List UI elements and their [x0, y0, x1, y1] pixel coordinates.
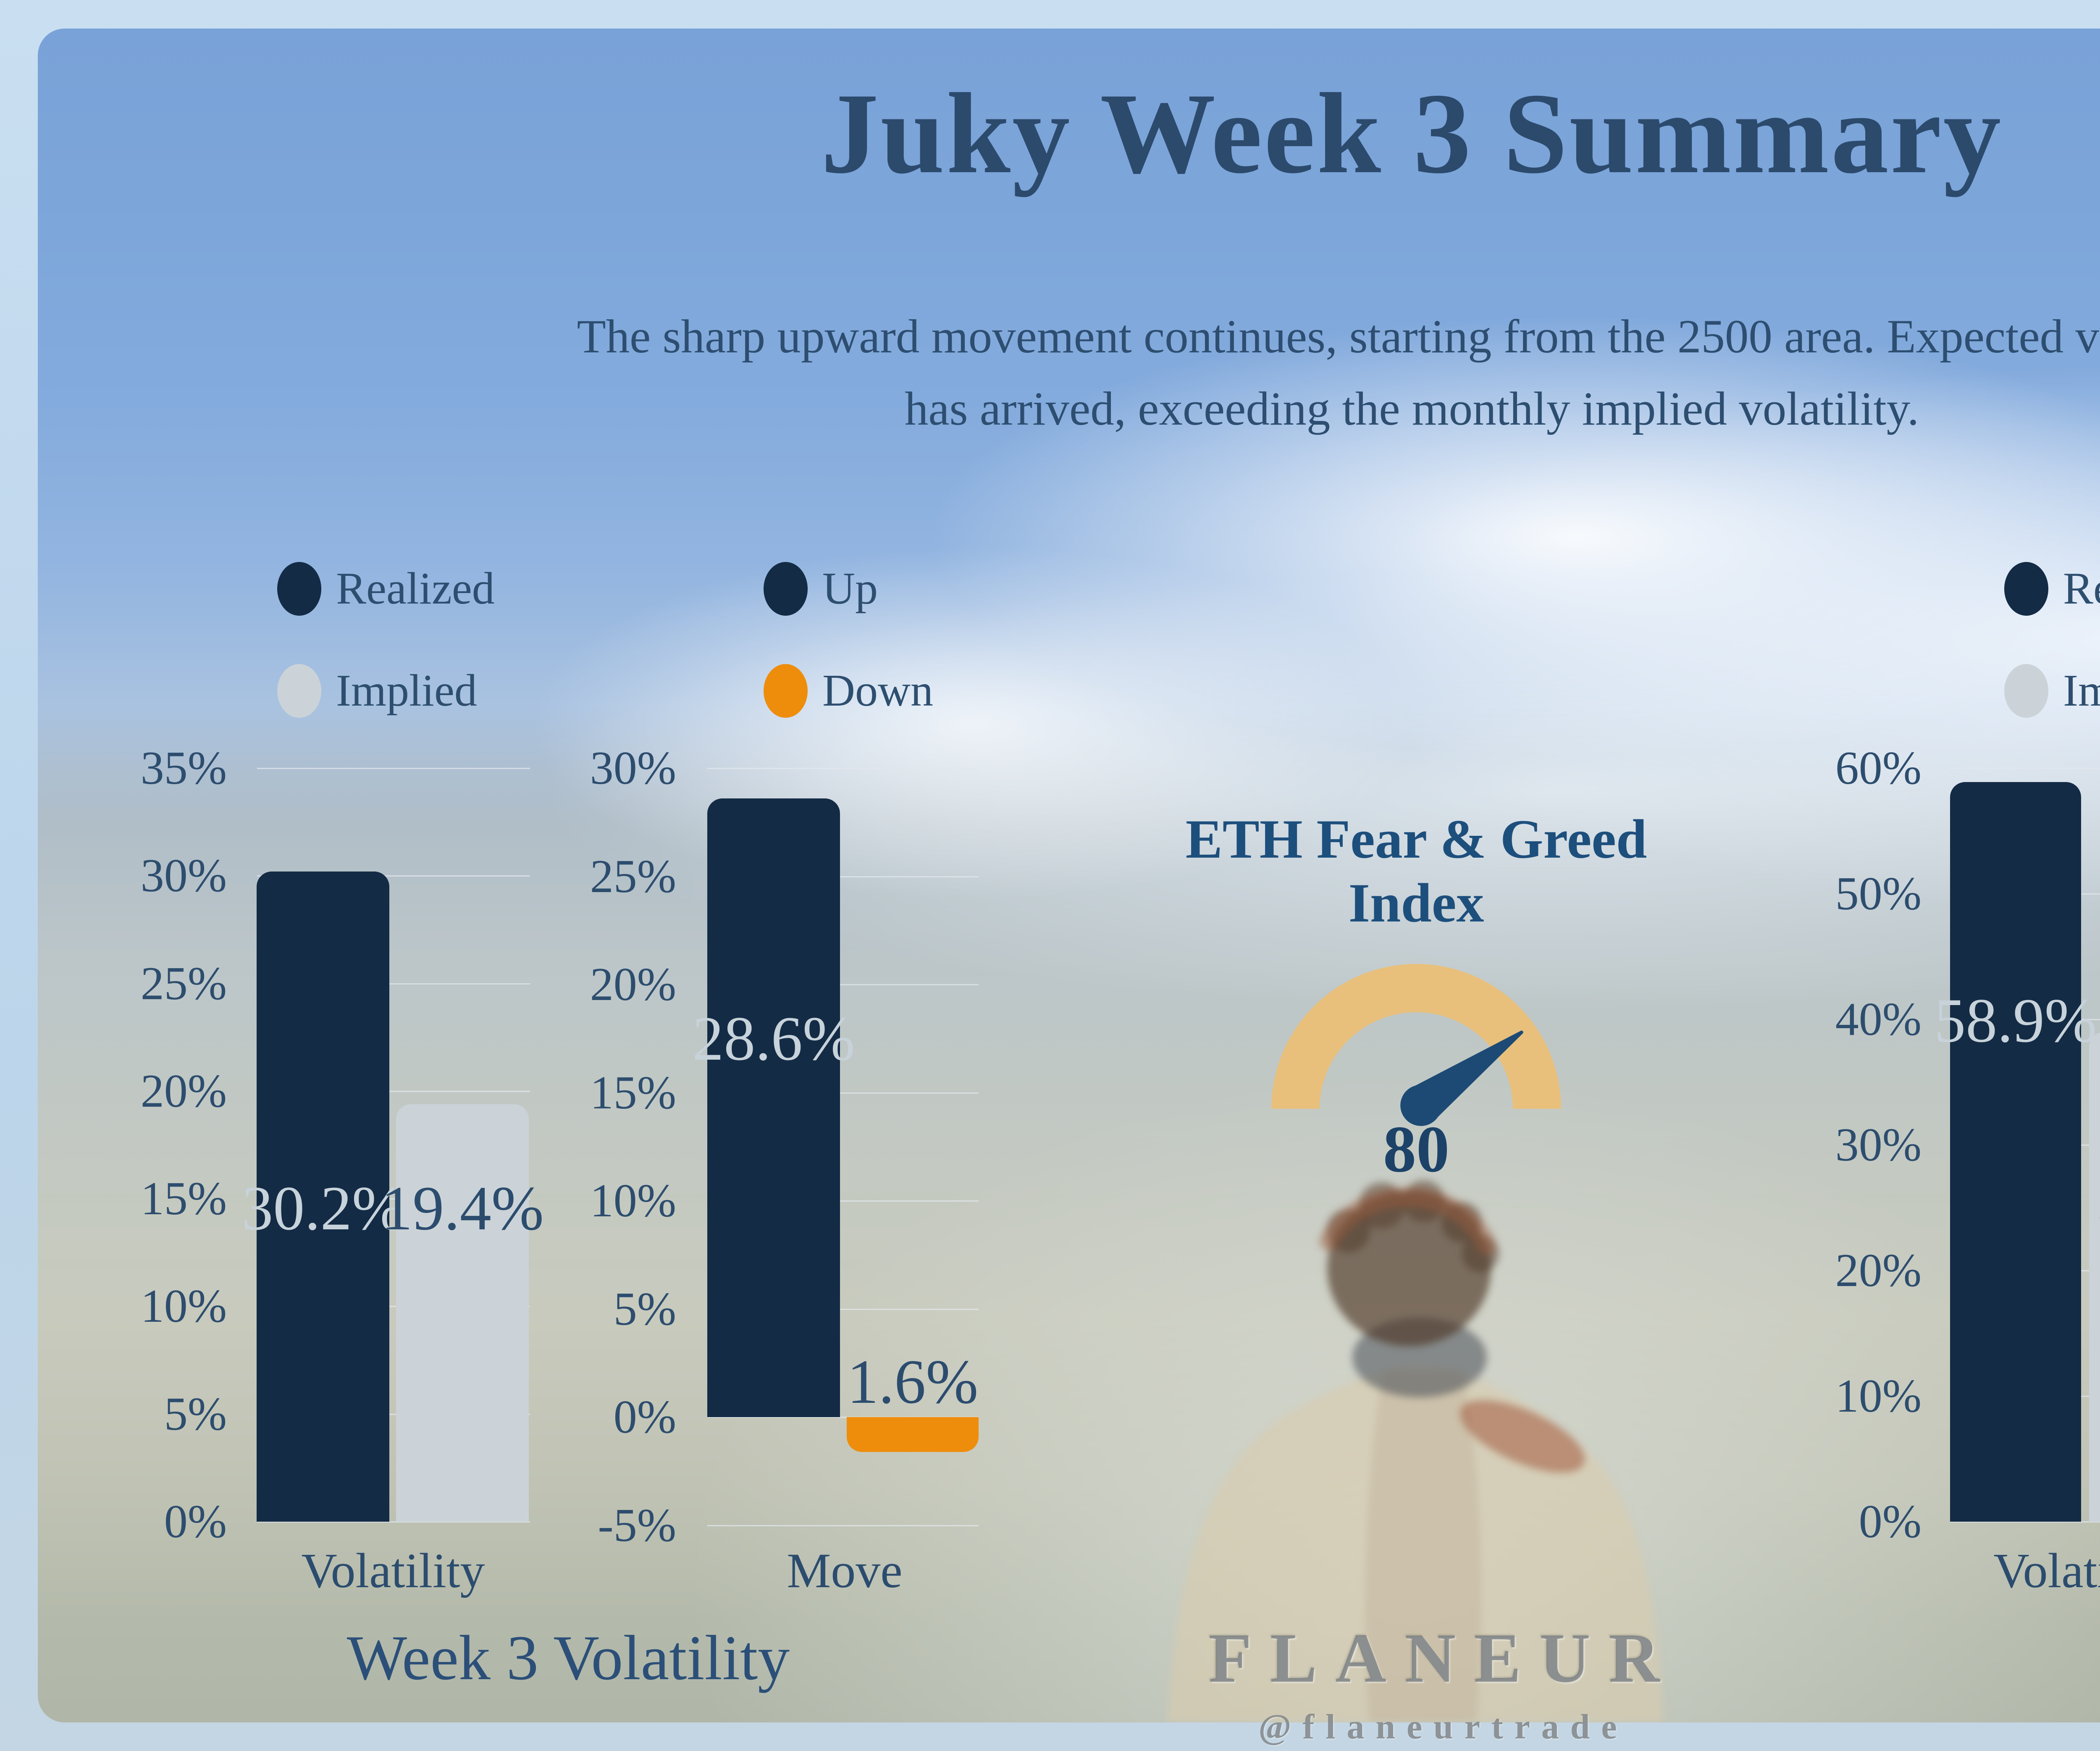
y-tick-label: -5% — [598, 1499, 676, 1551]
gridline — [257, 768, 530, 769]
y-tick-label: 30% — [590, 742, 676, 794]
legend-dot-implied — [2004, 664, 2048, 718]
bar-implied — [2089, 1032, 2100, 1522]
gridline — [1950, 1521, 2100, 1523]
legend-label-realized: Realized — [336, 564, 495, 614]
legend-dot-realized — [277, 562, 321, 616]
y-tick-label: 20% — [590, 958, 676, 1011]
gridline — [257, 875, 530, 877]
watermark-brand: FLANEUR — [1208, 1619, 1678, 1697]
gridline — [257, 1306, 530, 1307]
bar-value-label-up: 28.6% — [692, 1004, 855, 1074]
person-shoulder-accent — [1460, 1400, 1585, 1473]
gauge-needle — [1400, 1030, 1523, 1126]
x-axis-label: Volatility — [1993, 1543, 2100, 1598]
y-tick-label: 40% — [1835, 993, 1922, 1045]
gridline — [707, 768, 979, 769]
legend-label-implied: Implied — [336, 666, 477, 716]
y-tick-label: 20% — [140, 1065, 227, 1117]
x-axis-label: Move — [787, 1543, 903, 1598]
watermark: FLANEUR @flaneurtrade — [63, 1620, 2100, 1747]
gridline — [707, 1308, 979, 1310]
bar-up — [707, 798, 840, 1418]
gauge-title-line-1: ETH Fear & Greed — [1185, 808, 1647, 870]
person-coat-drape — [1365, 1371, 1482, 1722]
y-tick-label: 50% — [1835, 868, 1922, 920]
y-tick-label: 10% — [1835, 1370, 1922, 1422]
bar-implied — [396, 1104, 529, 1522]
gauge-title: ETH Fear & Greed Index — [1164, 807, 1668, 935]
y-tick-label: 0% — [613, 1391, 676, 1444]
y-tick-label: 0% — [1858, 1496, 1922, 1548]
gauge-title-line-2: Index — [1348, 872, 1484, 934]
y-tick-label: 60% — [1835, 742, 1922, 794]
y-tick-label: 15% — [590, 1066, 676, 1119]
gridline — [257, 1413, 530, 1415]
watermark-handle: @flaneurtrade — [1258, 1707, 1628, 1746]
legend-label-up: Up — [822, 564, 878, 614]
y-tick-label: 10% — [590, 1175, 676, 1227]
y-tick-label: 35% — [140, 742, 227, 794]
page-title: Juky Week 3 Summary — [821, 70, 2003, 197]
legend-dot-implied — [277, 664, 321, 718]
gridline — [257, 1198, 530, 1200]
gauge-dial — [1271, 964, 1561, 1126]
bar-value-label-implied: 19.4% — [381, 1173, 544, 1243]
bar-down — [847, 1417, 979, 1452]
bar-value-label-realized: 30.2% — [242, 1173, 404, 1243]
person-headband — [1320, 1187, 1496, 1255]
legend-label-implied: Implied — [2063, 666, 2100, 716]
gridline — [707, 1525, 979, 1526]
bar-value-label-realized: 58.9% — [1934, 986, 2097, 1055]
y-tick-label: 20% — [1835, 1244, 1922, 1297]
gauge-arc — [1271, 964, 1561, 1109]
y-tick-label: 10% — [140, 1280, 227, 1333]
y-tick-label: 5% — [164, 1388, 227, 1440]
gridline — [707, 876, 979, 877]
y-tick-label: 30% — [140, 850, 227, 902]
section-title-week3: Week 3 Volatility — [346, 1622, 790, 1693]
gridline — [1950, 768, 2100, 769]
gridline — [707, 1092, 979, 1094]
page-subtitle: The sharp upward movement continues, sta… — [0, 301, 2100, 445]
bar-realized — [257, 872, 389, 1522]
gridline — [707, 984, 979, 986]
legend-label-down: Down — [822, 666, 933, 716]
gridline — [257, 1090, 530, 1092]
bar-value-label-implied: 39% — [2097, 1174, 2100, 1237]
subtitle-line-1: The sharp upward movement continues, sta… — [577, 310, 2100, 363]
legend-dot-down — [764, 664, 808, 718]
gridline — [257, 1521, 530, 1523]
y-tick-label: 0% — [164, 1496, 227, 1548]
x-axis-label: Volatility — [301, 1543, 485, 1598]
y-tick-label: 30% — [1835, 1119, 1922, 1171]
background-person-figure — [1168, 1180, 1663, 1722]
bar-realized — [1950, 782, 2081, 1522]
bar-value-label-down: 1.6% — [847, 1347, 979, 1417]
subtitle-line-2: has arrived, exceeding the monthly impli… — [904, 383, 1919, 435]
gauge-value: 80 — [1383, 1113, 1449, 1186]
gridline — [257, 983, 530, 984]
y-tick-label: 15% — [140, 1173, 227, 1225]
y-tick-label: 25% — [590, 850, 676, 903]
legend-dot-up — [764, 562, 808, 616]
gridline — [707, 1417, 979, 1418]
y-tick-label: 25% — [140, 957, 227, 1010]
legend-label-realized: Realized — [2063, 564, 2100, 614]
legend-dot-realized — [2004, 562, 2048, 616]
y-tick-label: 5% — [613, 1283, 676, 1335]
gridline — [707, 1200, 979, 1202]
